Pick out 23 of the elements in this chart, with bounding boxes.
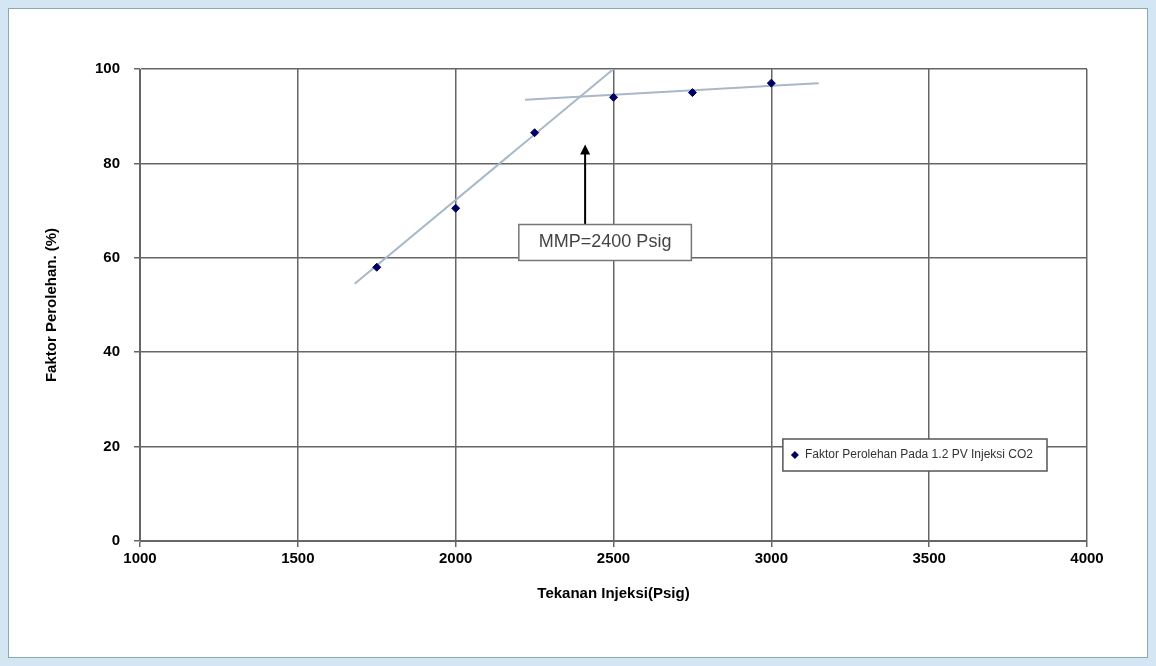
point <box>530 128 540 138</box>
annotation: MMP=2400 Psig <box>538 231 672 252</box>
x-tick-label: 2500 <box>596 549 631 567</box>
x-tick-label: 1000 <box>123 549 157 567</box>
y-tick-label: 40 <box>103 342 121 360</box>
x-tick-label: 4000 <box>1070 549 1104 567</box>
y-tick-label: 80 <box>103 153 121 171</box>
point <box>609 92 619 102</box>
x-tick-label: 2000 <box>439 549 473 567</box>
legend-label: Faktor Perolehan Pada 1.2 PV Injeksi CO2 <box>804 447 1034 462</box>
y-tick-label: 100 <box>95 59 121 77</box>
y-tick-label: 0 <box>111 531 121 549</box>
x-tick-label: 3500 <box>912 549 946 567</box>
point <box>687 88 697 98</box>
x-axis-title: Tekanan Injeksi(Psig) <box>537 584 690 602</box>
y-tick-label: 20 <box>103 436 121 454</box>
y-tick-label: 60 <box>103 247 121 265</box>
point <box>372 262 382 272</box>
x-tick-label: 3000 <box>754 549 789 567</box>
point <box>766 78 776 88</box>
x-tick-label: 1500 <box>281 549 315 567</box>
point <box>451 203 461 213</box>
y-axis-title: Faktor Perolehan. (%) <box>42 227 60 383</box>
